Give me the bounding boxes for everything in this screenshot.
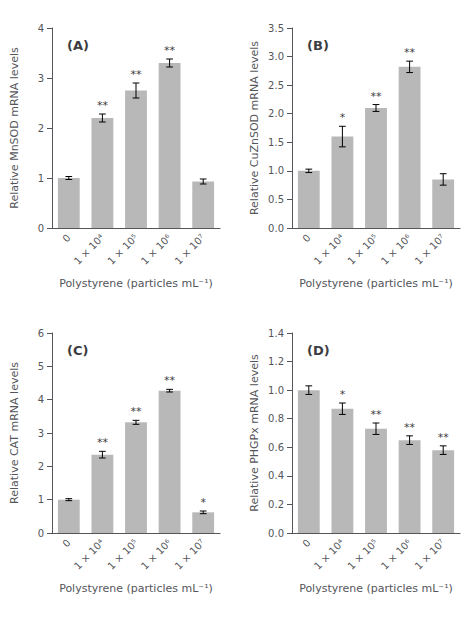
svg-text:1 × 10⁷: 1 × 10⁷ — [173, 537, 207, 571]
svg-text:1 × 10⁵: 1 × 10⁵ — [105, 537, 139, 571]
svg-text:0: 0 — [38, 528, 44, 539]
svg-text:1.0: 1.0 — [268, 385, 284, 396]
svg-text:(A): (A) — [67, 38, 89, 53]
svg-text:Relative MnSOD mRNA levels: Relative MnSOD mRNA levels — [8, 47, 21, 209]
svg-text:**: ** — [438, 431, 450, 444]
svg-text:**: ** — [131, 405, 143, 418]
svg-text:2.5: 2.5 — [268, 80, 284, 91]
svg-text:1 × 10⁴: 1 × 10⁴ — [72, 537, 106, 571]
svg-text:1.4: 1.4 — [268, 328, 284, 339]
svg-text:1 × 10⁶: 1 × 10⁶ — [139, 232, 173, 266]
svg-text:2: 2 — [38, 123, 44, 134]
svg-text:**: ** — [371, 90, 383, 103]
svg-text:1: 1 — [38, 173, 44, 184]
svg-text:(B): (B) — [307, 38, 329, 53]
svg-text:1 × 10⁷: 1 × 10⁷ — [413, 537, 447, 571]
svg-text:(C): (C) — [67, 343, 88, 358]
svg-text:3: 3 — [38, 73, 44, 84]
svg-text:**: ** — [164, 44, 176, 57]
svg-text:3.5: 3.5 — [268, 23, 284, 34]
svg-text:0: 0 — [300, 537, 312, 549]
svg-text:3.0: 3.0 — [268, 51, 284, 62]
svg-text:1 × 10⁵: 1 × 10⁵ — [345, 232, 379, 266]
svg-text:*: * — [200, 496, 206, 509]
svg-text:**: ** — [97, 99, 109, 112]
svg-text:0: 0 — [60, 537, 72, 549]
svg-text:1 × 10⁴: 1 × 10⁴ — [72, 232, 106, 266]
svg-text:Relative CAT mRNA levels: Relative CAT mRNA levels — [8, 362, 21, 504]
svg-text:1.5: 1.5 — [268, 137, 284, 148]
svg-text:Polystyrene (particles mL⁻¹): Polystyrene (particles mL⁻¹) — [59, 582, 213, 595]
svg-text:1 × 10⁷: 1 × 10⁷ — [413, 232, 447, 266]
svg-text:1 × 10⁷: 1 × 10⁷ — [173, 232, 207, 266]
svg-text:4: 4 — [38, 394, 44, 405]
svg-text:**: ** — [404, 46, 416, 59]
svg-text:*: * — [340, 388, 346, 401]
svg-text:1.0: 1.0 — [268, 165, 284, 176]
svg-text:1 × 10⁵: 1 × 10⁵ — [345, 537, 379, 571]
svg-text:**: ** — [97, 436, 109, 449]
svg-text:Relative CuZnSOD mRNA levels: Relative CuZnSOD mRNA levels — [248, 41, 261, 215]
svg-text:Polystyrene (particles mL⁻¹): Polystyrene (particles mL⁻¹) — [299, 582, 453, 595]
svg-text:**: ** — [404, 421, 416, 434]
svg-text:1: 1 — [38, 494, 44, 505]
svg-text:0.0: 0.0 — [268, 223, 284, 234]
svg-text:(D): (D) — [307, 343, 330, 358]
svg-text:4: 4 — [38, 23, 44, 34]
svg-text:1 × 10⁴: 1 × 10⁴ — [312, 537, 346, 571]
svg-text:0.8: 0.8 — [268, 413, 284, 424]
svg-text:3: 3 — [38, 428, 44, 439]
svg-text:1 × 10⁶: 1 × 10⁶ — [379, 232, 413, 266]
svg-text:0.5: 0.5 — [268, 194, 284, 205]
svg-text:1 × 10⁶: 1 × 10⁶ — [379, 537, 413, 571]
svg-text:2: 2 — [38, 461, 44, 472]
svg-text:0.4: 0.4 — [268, 470, 284, 481]
svg-text:Polystyrene (particles mL⁻¹): Polystyrene (particles mL⁻¹) — [299, 277, 453, 290]
svg-text:0.6: 0.6 — [268, 442, 284, 453]
svg-text:Relative PHGPx mRNA levels: Relative PHGPx mRNA levels — [248, 354, 261, 512]
svg-text:0: 0 — [60, 232, 72, 244]
svg-text:2.0: 2.0 — [268, 108, 284, 119]
svg-text:**: ** — [164, 374, 176, 387]
svg-text:1 × 10⁵: 1 × 10⁵ — [105, 232, 139, 266]
svg-text:Polystyrene (particles mL⁻¹): Polystyrene (particles mL⁻¹) — [59, 277, 213, 290]
svg-text:**: ** — [371, 408, 383, 421]
svg-text:*: * — [340, 111, 346, 124]
svg-text:**: ** — [131, 68, 143, 81]
svg-text:1.2: 1.2 — [268, 356, 284, 367]
svg-text:0.2: 0.2 — [268, 499, 284, 510]
svg-text:0.0: 0.0 — [268, 528, 284, 539]
svg-text:6: 6 — [38, 328, 44, 339]
svg-text:0: 0 — [300, 232, 312, 244]
svg-text:1 × 10⁶: 1 × 10⁶ — [139, 537, 173, 571]
svg-text:0: 0 — [38, 223, 44, 234]
svg-text:1 × 10⁴: 1 × 10⁴ — [312, 232, 346, 266]
svg-text:5: 5 — [38, 361, 44, 372]
